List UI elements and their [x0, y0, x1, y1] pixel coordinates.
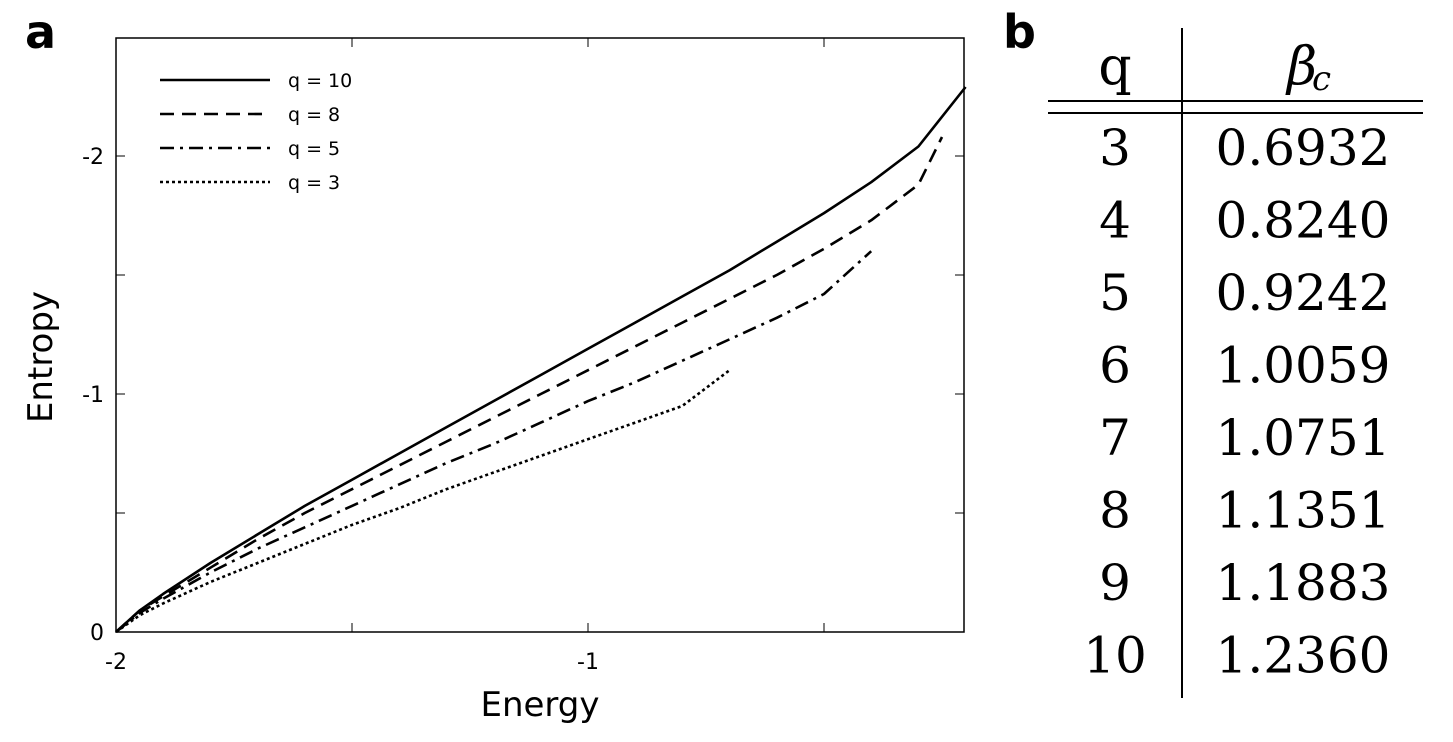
table-cell-beta-c: 1.1883 — [1216, 554, 1391, 612]
table-row: 8 1.1351 — [1099, 482, 1390, 540]
table-cell-q: 6 — [1099, 337, 1131, 395]
table-cell-q: 7 — [1099, 409, 1131, 467]
plot-frame — [115, 37, 965, 633]
table-row: 9 1.1883 — [1099, 554, 1390, 612]
legend-label: q = 10 — [288, 70, 352, 92]
table-cell-beta-c: 1.2360 — [1216, 627, 1391, 685]
table-row: 4 0.8240 — [1099, 192, 1390, 250]
entropy-energy-chart: -2 -1 0 -1 -2 q = 10 q = 8 q = 5 q = 3 Energy E… — [21, 37, 967, 725]
x-tick-label: -1 — [577, 650, 599, 675]
series-line-q-3 — [115, 369, 731, 634]
y-axis-label: Entropy — [21, 291, 61, 423]
table-row: 6 1.0059 — [1099, 337, 1390, 395]
y-tick-label: 0 — [90, 621, 104, 646]
table-cell-q: 5 — [1099, 264, 1131, 322]
table-row: 5 0.9242 — [1099, 264, 1390, 322]
table-cell-q: 3 — [1099, 119, 1131, 177]
panel-b-label: b — [1003, 5, 1036, 59]
table-body: 3 0.6932 4 0.8240 5 0.9242 6 1.0059 7 1.0751 8 1.13… — [1083, 119, 1390, 685]
x-axis-label: Energy — [480, 685, 599, 725]
axis-tick-labels: -2 -1 0 -1 -2 — [82, 145, 599, 675]
table-cell-beta-c: 0.8240 — [1216, 192, 1391, 250]
legend-label: q = 5 — [288, 138, 340, 160]
axis-ticks — [115, 38, 964, 633]
critical-beta-table: q β c 3 0.6932 4 0.8240 5 0.9242 6 1.0059 7 1.075… — [1048, 28, 1423, 698]
table-cell-q: 10 — [1083, 627, 1147, 685]
table-cell-beta-c: 1.0059 — [1216, 337, 1391, 395]
y-tick-label: -2 — [82, 145, 104, 170]
table-header-beta-subscript: c — [1312, 59, 1331, 99]
table-row: 3 0.6932 — [1099, 119, 1390, 177]
legend: q = 10 q = 8 q = 5 q = 3 — [160, 70, 352, 194]
table-cell-q: 4 — [1099, 192, 1131, 250]
table-cell-beta-c: 0.6932 — [1216, 119, 1391, 177]
table-row: 7 1.0751 — [1099, 409, 1390, 467]
series-lines — [115, 86, 967, 634]
panel-a-label: a — [25, 5, 56, 59]
legend-label: q = 8 — [288, 104, 340, 126]
table-cell-q: 9 — [1099, 554, 1131, 612]
x-tick-label: -2 — [105, 650, 127, 675]
table-cell-q: 8 — [1099, 482, 1131, 540]
series-line-q-8 — [115, 136, 944, 633]
table-row: 10 1.2360 — [1083, 627, 1390, 685]
table-cell-beta-c: 1.0751 — [1216, 409, 1391, 467]
legend-label: q = 3 — [288, 172, 340, 194]
y-tick-label: -1 — [82, 383, 104, 408]
table-header-beta-symbol: β — [1285, 37, 1317, 97]
series-line-q-5 — [115, 250, 873, 634]
table-header-q: q — [1098, 37, 1131, 97]
table-cell-beta-c: 1.1351 — [1216, 482, 1391, 540]
table-cell-beta-c: 0.9242 — [1216, 264, 1391, 322]
series-line-q-10 — [115, 86, 967, 633]
table-header-beta-c: β c — [1285, 37, 1331, 99]
